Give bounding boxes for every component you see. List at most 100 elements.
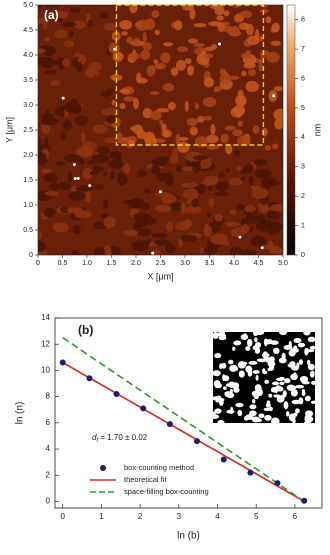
grain (44, 137, 49, 149)
inset-blob (293, 345, 298, 352)
inset-blob (301, 389, 306, 393)
grain (166, 221, 174, 232)
grain (178, 237, 183, 248)
inset-blob (264, 414, 272, 421)
bright-spot (61, 96, 65, 100)
grain (108, 159, 124, 169)
bright-spot (159, 190, 163, 194)
grain (225, 143, 233, 155)
inset-blob (292, 418, 296, 423)
x-tick-label: 2.5 (156, 260, 166, 267)
grain (52, 222, 69, 233)
grain (67, 207, 84, 213)
y-tick-label: 3.0 (23, 102, 33, 109)
inset-blob (309, 370, 315, 378)
grain (128, 52, 141, 60)
data-point (247, 469, 254, 476)
grain (213, 191, 230, 196)
grain (245, 23, 254, 36)
data-point (274, 480, 281, 487)
grain (184, 58, 192, 65)
grain (206, 243, 213, 255)
inset-blob (295, 384, 305, 389)
inset-blob (217, 419, 225, 423)
grain (202, 115, 213, 121)
grain (68, 190, 86, 201)
inset-blob (310, 400, 315, 404)
grain (267, 226, 279, 236)
grain (43, 207, 56, 218)
grain (45, 109, 50, 117)
legend-marker (100, 465, 106, 471)
grain (264, 144, 271, 151)
grain (230, 107, 244, 118)
y-tick-label: 14 (41, 313, 50, 322)
x-tick-label: 0.5 (58, 260, 68, 267)
fit-line (62, 361, 305, 503)
grain (111, 31, 121, 42)
x-axis-label: X [μm] (147, 271, 173, 281)
grain (154, 29, 161, 35)
inset-blob (246, 338, 253, 347)
x-tick-label: 0 (36, 260, 40, 267)
grain (208, 21, 222, 27)
inset-blob (290, 389, 298, 397)
grain (175, 133, 181, 146)
grain (86, 160, 97, 165)
grain (265, 222, 281, 228)
inset-blob (299, 359, 303, 365)
inset-blob (258, 413, 265, 419)
grain (159, 156, 167, 167)
colorbar-tick-label: 5 (301, 105, 305, 112)
grain (270, 203, 283, 212)
grain (261, 127, 268, 137)
grain (119, 88, 130, 94)
grain (38, 48, 46, 54)
grain (177, 141, 190, 153)
inset-blob (263, 407, 272, 411)
grain (136, 72, 142, 83)
grain (42, 5, 59, 8)
grain (151, 163, 161, 176)
grain (129, 5, 138, 14)
grain (77, 54, 87, 65)
inset-image (213, 332, 315, 423)
inset-blob (265, 403, 271, 408)
inset-blob (295, 408, 300, 414)
grain (67, 171, 73, 183)
grain (232, 129, 244, 137)
grain (44, 191, 59, 196)
grain (186, 117, 198, 127)
y-tick-label: 2.5 (23, 127, 33, 134)
grain (57, 181, 72, 191)
inset-blob (238, 370, 245, 378)
grain (220, 133, 229, 144)
inset-blob (262, 368, 266, 374)
grain (213, 87, 219, 93)
inset-blob (297, 342, 306, 348)
grain (251, 187, 268, 199)
data-point (166, 421, 173, 428)
grain (70, 7, 81, 14)
inset-blob (304, 395, 311, 402)
colorbar-tick-label: 0 (301, 252, 305, 259)
inset-blob (229, 364, 238, 372)
grain (146, 64, 156, 77)
grain (273, 108, 283, 121)
inset-blob (282, 390, 287, 398)
y-tick-label: 6 (46, 418, 51, 427)
y-tick-label: 3.5 (23, 77, 33, 84)
grain (245, 80, 259, 93)
grain (183, 188, 199, 200)
x-tick-label: 1.5 (107, 260, 117, 267)
grain (219, 72, 232, 85)
grain (241, 70, 247, 77)
inset-blob (304, 347, 310, 355)
grain (197, 115, 205, 123)
y-axis-label: ln (n) (15, 402, 26, 425)
grain (184, 206, 202, 214)
x-tick-label: 6 (293, 512, 298, 521)
grain (194, 102, 200, 110)
inset-blob (270, 417, 280, 423)
grain (142, 31, 147, 44)
